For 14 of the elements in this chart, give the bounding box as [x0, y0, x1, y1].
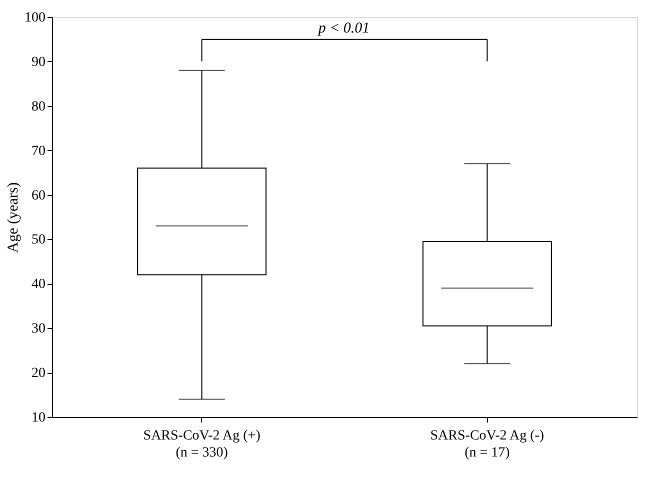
y-tick-label: 10 [32, 410, 46, 426]
y-tick-label: 50 [32, 232, 46, 248]
y-tick-label: 100 [24, 10, 46, 26]
y-tick-label: 40 [32, 277, 46, 292]
x-tick-label: SARS-CoV-2 Ag (+) (n = 330) [143, 428, 261, 460]
y-tick-label: 70 [32, 144, 46, 159]
x-tick-label: SARS-CoV-2 Ag (-) (n = 17) [430, 428, 544, 460]
y-tick-label: 80 [32, 99, 46, 114]
y-axis-title: Age (years) [6, 182, 22, 253]
y-tick-label: 90 [32, 54, 46, 70]
y-tick-label: 60 [32, 188, 46, 204]
y-tick-label: 20 [32, 366, 46, 382]
y-tick-label: 30 [32, 322, 46, 337]
annotation: p < 0.01 [317, 20, 370, 36]
